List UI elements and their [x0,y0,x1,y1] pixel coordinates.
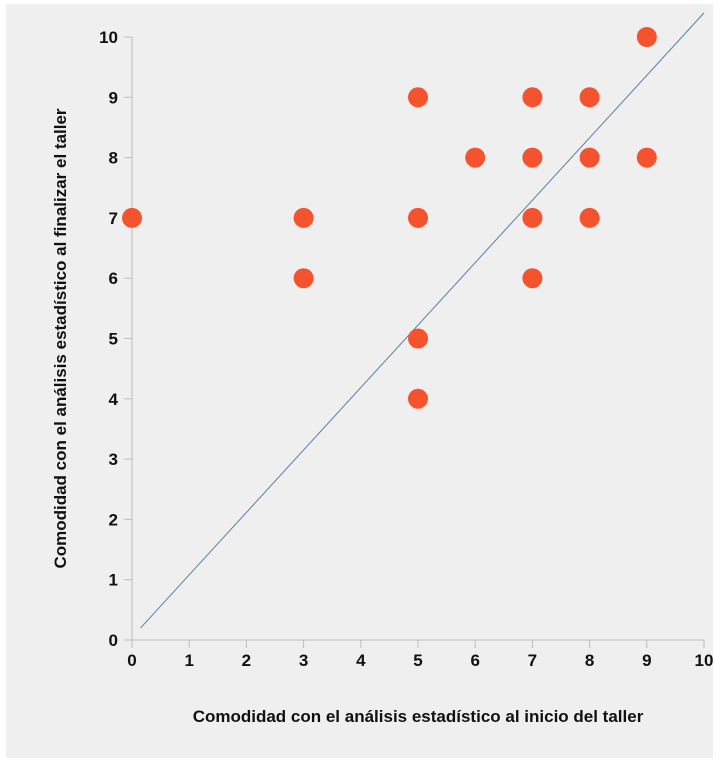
y-axis: 0 1 2 3 4 5 6 7 8 9 10 [99,28,133,650]
scatter-chart: 0 1 2 3 4 5 6 7 8 9 10 0 1 2 3 4 5 6 7 8 9 10 Comodidad con … [51,12,713,726]
x-tick-label: 4 [356,651,366,670]
data-points [122,27,657,409]
x-tick-label: 1 [184,651,193,670]
data-point [579,87,600,108]
x-tick-label: 7 [528,651,537,670]
x-axis-title: Comodidad con el análisis estadístico al… [193,707,644,726]
x-tick-label: 5 [413,651,422,670]
x-tick-label: 3 [299,651,308,670]
x-tick-label: 10 [695,651,713,670]
data-point [522,87,543,108]
data-point [293,268,314,289]
data-point [522,268,543,289]
data-point [522,207,543,228]
y-tick-label: 2 [109,510,118,529]
y-tick-label: 1 [109,571,118,590]
data-point [636,27,657,47]
reference-line [140,12,705,629]
data-point [122,207,142,228]
y-tick-label: 9 [109,88,118,107]
y-tick-label: 4 [109,390,119,409]
data-point [579,207,600,228]
y-tick-label: 8 [109,149,118,168]
data-point [408,87,428,108]
y-tick-label: 7 [109,209,118,228]
data-point [465,147,486,168]
y-tick-label: 3 [109,450,118,469]
data-point [408,328,428,349]
data-point [579,147,600,168]
chart-panel: 0 1 2 3 4 5 6 7 8 9 10 0 1 2 3 4 5 6 7 8 9 10 Comodidad con … [6,4,713,758]
x-tick-label: 0 [127,651,136,670]
y-axis-title: Comodidad con el análisis estadístico al… [51,108,70,568]
y-tick-label: 10 [99,28,118,47]
data-point [408,388,428,409]
x-tick-label: 2 [242,651,251,670]
reference-line-group [140,12,705,629]
x-tick-label: 9 [642,651,651,670]
y-tick-label: 6 [109,269,118,288]
x-axis: 0 1 2 3 4 5 6 7 8 9 10 [127,639,713,670]
data-point [636,147,657,168]
x-tick-label: 6 [470,651,479,670]
x-tick-label: 8 [585,651,594,670]
data-point [293,207,314,228]
y-tick-label: 0 [109,631,118,650]
y-tick-label: 5 [109,330,118,349]
data-point [522,147,543,168]
data-point [408,207,428,228]
